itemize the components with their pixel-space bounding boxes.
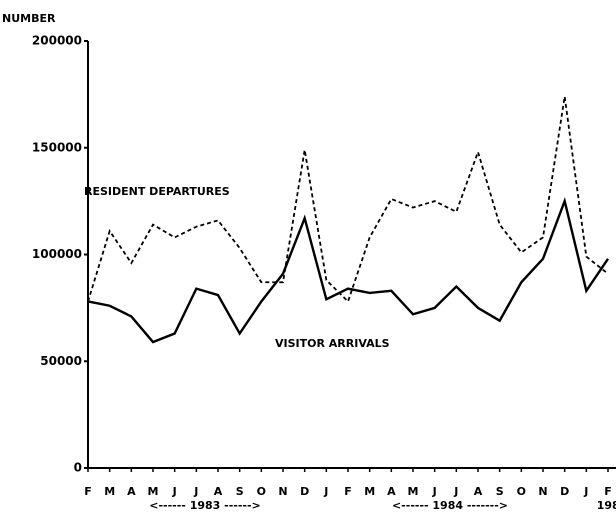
x-group-label: <------ 1983 ------> — [149, 499, 261, 512]
y-axis-label: NUMBER — [2, 12, 56, 25]
y-tick-label: 100000 — [32, 247, 82, 261]
x-group-label: <------ 1984 -------> — [392, 499, 508, 512]
x-tick-label: A — [214, 485, 223, 498]
x-tick-label: O — [257, 485, 266, 498]
x-tick-label: F — [84, 485, 92, 498]
y-tick-label: 0 — [74, 461, 82, 475]
x-tick-label: F — [604, 485, 612, 498]
x-tick-label: F — [344, 485, 352, 498]
y-tick-label: 200000 — [32, 34, 82, 48]
x-tick-label: N — [278, 485, 287, 498]
y-tick-label: 150000 — [32, 140, 82, 154]
series-line — [87, 96, 609, 304]
x-tick-label: D — [560, 485, 569, 498]
x-tick-label: M — [364, 485, 375, 498]
x-tick-label: M — [408, 485, 419, 498]
x-tick-label: J — [172, 485, 177, 498]
x-tick-label: S — [236, 485, 244, 498]
series-label: VISITOR ARRIVALS — [275, 337, 390, 350]
x-tick-label: N — [538, 485, 547, 498]
x-tick-label: A — [127, 485, 136, 498]
series-line — [87, 197, 609, 344]
x-tick-label: J — [583, 485, 588, 498]
series-label: RESIDENT DEPARTURES — [84, 185, 230, 198]
x-tick-label: J — [432, 485, 437, 498]
x-tick-label: O — [517, 485, 526, 498]
x-tick-label: J — [193, 485, 198, 498]
x-tick-label: D — [300, 485, 309, 498]
x-tick-label: J — [323, 485, 328, 498]
x-tick-label: J — [453, 485, 458, 498]
x-tick-label: S — [496, 485, 504, 498]
x-tick-label: A — [387, 485, 396, 498]
x-tick-label: M — [148, 485, 159, 498]
x-group-label: 1985 — [597, 499, 616, 512]
x-tick-label: A — [474, 485, 483, 498]
y-tick-label: 50000 — [40, 354, 82, 368]
x-tick-label: M — [104, 485, 115, 498]
